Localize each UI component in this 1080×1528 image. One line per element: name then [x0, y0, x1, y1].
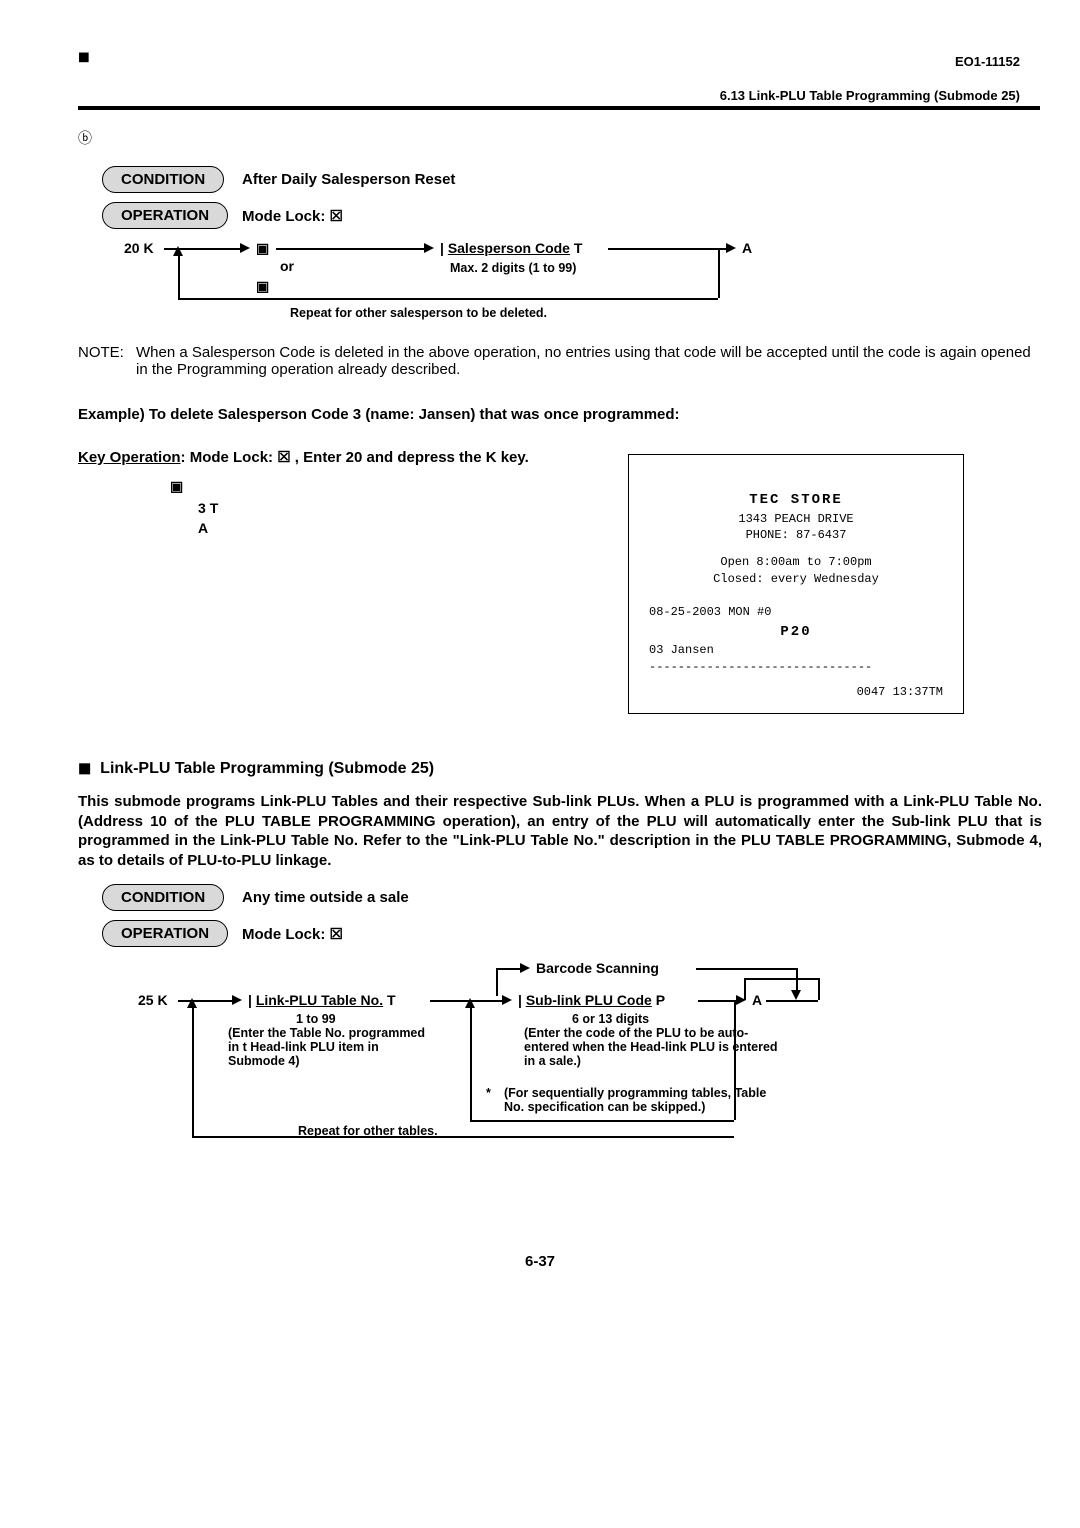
- receipt-p20: P20: [649, 623, 943, 643]
- section-613-heading: ◼ Link‑PLU Table Programming (Submode 25…: [78, 758, 434, 778]
- keyop-label: Key Operation: [78, 449, 181, 466]
- repeat-note-2: Repeat for other tables.: [298, 1124, 438, 1138]
- condition-pill-1: CONDITION: [102, 166, 224, 193]
- note-enter-table: (Enter the Table No. programmed in t Hea…: [228, 1026, 438, 1068]
- operation-text-2: Mode Lock: ☒: [242, 925, 343, 943]
- barcode-scanning: Barcode Scanning: [536, 960, 659, 976]
- note-6or13: 6 or 13 digits: [572, 1012, 649, 1026]
- condition-text-2: Any time outside a sale: [242, 889, 409, 906]
- salesperson-code-label: | Salesperson Code T: [440, 240, 582, 256]
- section-613-para: This submode programs Link-PLU Tables an…: [78, 792, 1042, 870]
- sym-a-1: A: [742, 240, 752, 256]
- linkplu-label: | Link-PLU Table No. T: [248, 992, 396, 1008]
- or-label: or: [280, 258, 294, 274]
- code-20: 20 K: [124, 240, 154, 256]
- receipt-open: Open 8:00am to 7:00pm: [649, 554, 943, 571]
- section-glyph: ⓑ: [78, 128, 92, 148]
- note-1to99: 1 to 99: [296, 1012, 336, 1026]
- note-text: When a Salesperson Code is deleted in th…: [136, 344, 1040, 378]
- note-label: NOTE:: [78, 344, 136, 378]
- header-small-glyph: ◼: [78, 48, 90, 65]
- ex-line2: 3 T: [198, 500, 218, 516]
- receipt-dashes: -------------------------------: [649, 659, 943, 676]
- max-note: Max. 2 digits (1 to 99): [450, 261, 576, 275]
- example-title: Example) To delete Salesperson Code 3 (n…: [78, 406, 1040, 423]
- sublink-label: | Sub-link PLU Code P: [518, 992, 665, 1008]
- header-code: EO1-11152: [955, 54, 1020, 69]
- ex-line1: ▣: [170, 478, 183, 495]
- note-block: NOTE: When a Salesperson Code is deleted…: [78, 344, 1040, 378]
- header-subtitle: 6.13 Link-PLU Table Programming (Submode…: [720, 88, 1020, 103]
- sym-box-1: ▣: [256, 240, 269, 257]
- operation-text-1: Mode Lock: ☒: [242, 207, 343, 225]
- receipt-addr: 1343 PEACH DRIVE: [649, 511, 943, 528]
- receipt-footer: 0047 13:37TM: [649, 684, 943, 701]
- receipt-closed: Closed: every Wednesday: [649, 571, 943, 588]
- operation-pill-1: OPERATION: [102, 202, 228, 229]
- note-seq: (For sequentially programming tables, Ta…: [504, 1086, 784, 1114]
- receipt: TEC STORE 1343 PEACH DRIVE PHONE: 87-643…: [628, 454, 964, 714]
- header-rule: [78, 106, 1040, 110]
- condition-pill-2: CONDITION: [102, 884, 224, 911]
- page-number: 6-37: [0, 1253, 1080, 1270]
- receipt-phone: PHONE: 87-6437: [649, 527, 943, 544]
- receipt-date: 08-25-2003 MON #0: [649, 604, 943, 621]
- code-25: 25 K: [138, 992, 168, 1008]
- sym-a-2: A: [752, 992, 762, 1008]
- repeat-note-1: Repeat for other salesperson to be delet…: [290, 306, 547, 320]
- receipt-jansen: 03 Jansen: [649, 642, 943, 659]
- condition-text-1: After Daily Salesperson Reset: [242, 171, 455, 188]
- key-operation: Key Operation: Mode Lock: ☒ , Enter 20 a…: [78, 448, 529, 466]
- receipt-store: TEC STORE: [649, 491, 943, 511]
- ex-line3: A: [198, 520, 208, 536]
- operation-pill-2: OPERATION: [102, 920, 228, 947]
- note-enter-code: (Enter the code of the PLU to be auto-en…: [524, 1026, 784, 1068]
- star: *: [486, 1086, 491, 1100]
- keyop-text: : Mode Lock: ☒ , Enter 20 and depress th…: [181, 449, 529, 466]
- page: ◼ EO1-11152 6.13 Link-PLU Table Programm…: [0, 0, 1080, 1528]
- sym-box-2: ▣: [256, 278, 269, 295]
